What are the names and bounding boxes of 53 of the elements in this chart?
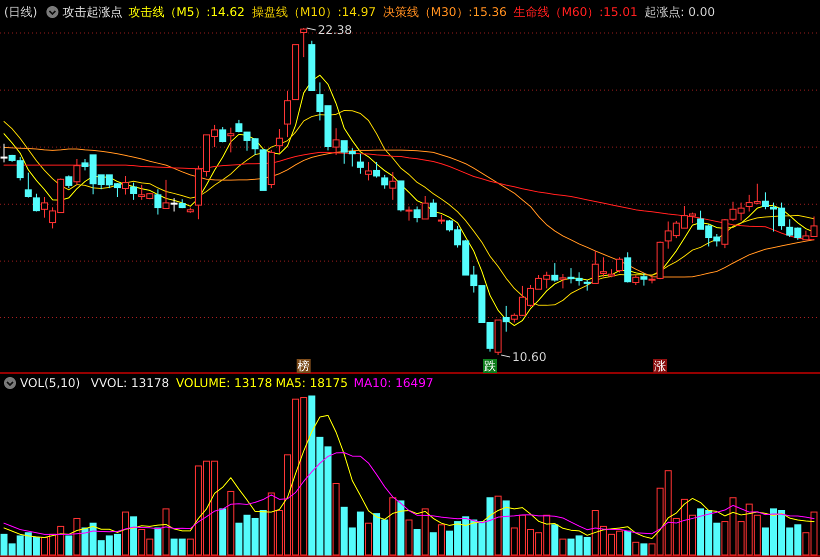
bar bbox=[122, 512, 129, 556]
bar bbox=[494, 496, 502, 556]
bar bbox=[438, 524, 445, 556]
text: 生命线（M60）:15.01 bbox=[514, 5, 638, 19]
chart-subtitle: 攻击起涨点 bbox=[62, 5, 122, 19]
bar bbox=[365, 522, 372, 556]
candlestick bbox=[0, 143, 8, 163]
text: 决策线（M30）:15.36 bbox=[382, 5, 507, 19]
bar bbox=[389, 497, 396, 556]
bar bbox=[414, 529, 421, 556]
text: 榜 bbox=[298, 359, 310, 373]
candlestick bbox=[170, 198, 178, 212]
text: 涨 bbox=[654, 359, 666, 373]
annotation: 10.60 bbox=[512, 350, 546, 364]
candlestick bbox=[284, 90, 291, 138]
candlestick bbox=[502, 305, 510, 332]
bar bbox=[406, 520, 412, 556]
bar bbox=[397, 500, 404, 556]
text: 操盘线（M10）:14.97 bbox=[252, 5, 376, 19]
chart-title: (日线) bbox=[4, 5, 38, 19]
bar bbox=[73, 518, 80, 556]
bar bbox=[502, 500, 510, 556]
bar bbox=[422, 508, 429, 556]
bar bbox=[154, 527, 162, 556]
bar bbox=[624, 530, 632, 556]
bar bbox=[219, 508, 226, 556]
bar bbox=[551, 524, 558, 556]
candlestick bbox=[154, 188, 162, 216]
candlestick bbox=[276, 128, 283, 154]
bar bbox=[430, 532, 437, 556]
text: 跌 bbox=[484, 359, 496, 373]
bar bbox=[130, 516, 138, 556]
candlestick bbox=[332, 128, 340, 156]
candlestick bbox=[414, 206, 421, 223]
text: MA5: 18175 bbox=[276, 376, 348, 390]
bar bbox=[332, 482, 340, 556]
bar bbox=[65, 535, 72, 556]
text: 起涨点: 0.00 bbox=[644, 5, 715, 19]
bar bbox=[162, 508, 170, 556]
bar bbox=[632, 542, 640, 556]
text: VVOL: 13178 bbox=[90, 376, 170, 390]
annotation: 22.38 bbox=[318, 23, 352, 37]
bar bbox=[227, 490, 234, 556]
text: VOLUME: 13178 bbox=[176, 376, 272, 390]
bar bbox=[640, 543, 648, 556]
candlestick bbox=[41, 196, 48, 218]
candlestick bbox=[389, 172, 396, 200]
candlestick bbox=[227, 127, 234, 153]
text: MA10: 16497 bbox=[354, 376, 434, 390]
candlestick bbox=[365, 162, 372, 181]
chart-title: VOL(5,10) bbox=[20, 376, 80, 390]
bar bbox=[559, 538, 566, 556]
text: 攻击线（M5）:14.62 bbox=[128, 5, 245, 19]
